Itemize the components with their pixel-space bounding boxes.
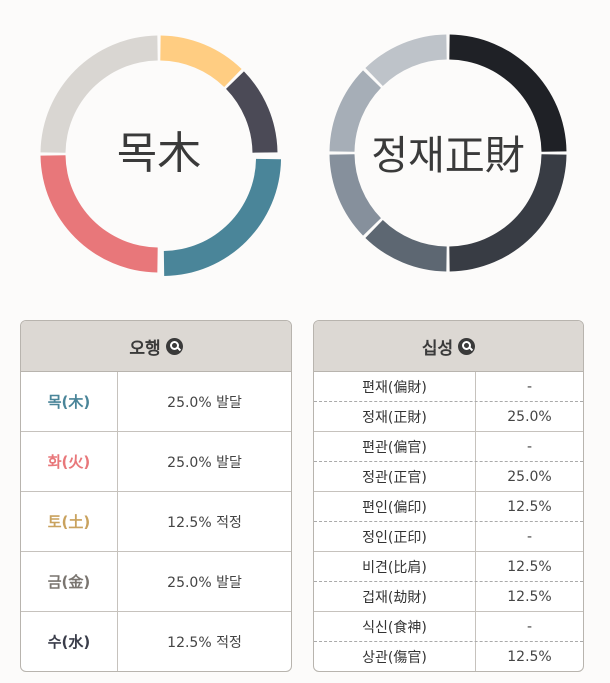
element-name: 화(火) [21, 432, 118, 491]
ten-god-value: 25.0% [507, 408, 552, 425]
ten-god-value: - [526, 528, 533, 545]
element-name: 금(金) [21, 552, 118, 611]
ten-god-name: 편재(偏財) [314, 372, 476, 401]
ten-god-value: - [526, 378, 533, 395]
ten-god-name: 식신(食神) [314, 612, 476, 641]
search-icon[interactable] [165, 337, 183, 355]
table-row: 금(金) 25.0% 발달 [21, 552, 291, 612]
donut-slice [160, 35, 242, 87]
table-header: 오행 [21, 321, 291, 372]
donut-slice [329, 154, 381, 236]
table-row: 수(水) 12.5% 적정 [21, 612, 291, 671]
table-row: 정인(正印) - [314, 522, 583, 552]
ten-god-name: 정재(正財) [314, 402, 476, 431]
element-value: 25.0% 발달 [167, 454, 242, 471]
donut-slice [365, 34, 447, 86]
ten-god-value: 12.5% [507, 648, 552, 665]
search-icon[interactable] [458, 337, 476, 355]
element-value: 25.0% 발달 [167, 574, 242, 591]
table-row: 토(土) 12.5% 적정 [21, 492, 291, 552]
element-name: 수(水) [21, 612, 118, 671]
ten-god-name: 정관(正官) [314, 462, 476, 491]
ten-gods-donut-chart: 정재正財 [316, 18, 580, 288]
element-name: 토(土) [21, 492, 118, 551]
donut-slice [449, 34, 567, 152]
ten-god-name: 편관(偏官) [314, 432, 476, 461]
ten-god-name: 상관(傷官) [314, 642, 476, 671]
ten-god-name: 편인(偏印) [314, 492, 476, 521]
element-value: 12.5% 적정 [167, 514, 242, 531]
element-name: 목(木) [21, 372, 118, 431]
donut-center-label: 정재正財 [371, 133, 525, 179]
table-row: 화(火) 25.0% 발달 [21, 432, 291, 492]
five-elements-donut-chart: 목木 [24, 18, 294, 288]
table-row: 정재(正財) 25.0% [314, 402, 583, 432]
donut-slice [40, 155, 158, 273]
table-row: 정관(正官) 25.0% [314, 462, 583, 492]
table-row: 편인(偏印) 12.5% [314, 492, 583, 522]
donut-slice [163, 158, 282, 277]
ten-god-value: 25.0% [507, 468, 552, 485]
element-value: 25.0% 발달 [167, 394, 242, 411]
ten-god-name: 정인(正印) [314, 522, 476, 551]
ten-god-value: - [526, 618, 533, 635]
donut-center-label: 목木 [117, 128, 201, 179]
table-header-label: 오행 [129, 338, 161, 359]
ten-god-name: 비견(比肩) [314, 552, 476, 581]
table-row: 목(木) 25.0% 발달 [21, 372, 291, 432]
table-row: 편관(偏官) - [314, 432, 583, 462]
ten-gods-table: 십성 편재(偏財) - 정재(正財) 25.0% 편관(偏官) - 정관(正官) 25.0% 편… [313, 320, 584, 672]
element-value: 12.5% 적정 [167, 634, 242, 651]
table-header-label: 십성 [421, 338, 454, 359]
ten-god-name: 겁재(劫財) [314, 582, 476, 611]
ten-god-value: - [526, 438, 533, 455]
donut-slice [449, 154, 567, 272]
donut-slice [226, 71, 278, 153]
donut-slice [365, 220, 447, 272]
donut-slice [329, 70, 381, 152]
ten-god-value: 12.5% [507, 498, 552, 515]
table-row: 편재(偏財) - [314, 372, 583, 402]
five-elements-table: 오행 목(木) 25.0% 발달 화(火) 25.0% 발달 토(土) 12.5% 적정 금… [20, 320, 292, 672]
ten-god-value: 12.5% [507, 558, 552, 575]
table-row: 식신(食神) - [314, 612, 583, 642]
ten-god-value: 12.5% [507, 588, 552, 605]
table-row: 비견(比肩) 12.5% [314, 552, 583, 582]
donut-slice [40, 35, 158, 153]
table-row: 상관(傷官) 12.5% [314, 642, 583, 671]
table-header: 십성 [314, 321, 583, 372]
table-row: 겁재(劫財) 12.5% [314, 582, 583, 612]
